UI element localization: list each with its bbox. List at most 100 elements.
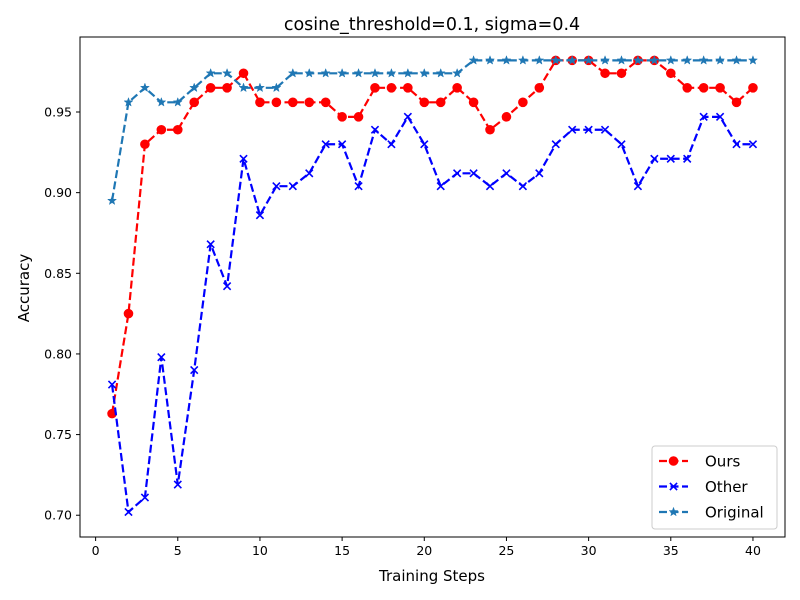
data-point (140, 493, 150, 502)
data-point (748, 140, 758, 149)
data-point (106, 195, 118, 206)
data-point (255, 211, 265, 220)
data-point (123, 96, 134, 107)
y-tick-label: 0.75 (44, 427, 72, 442)
data-point (189, 97, 200, 108)
x-axis-label: Training Steps (378, 567, 485, 585)
data-point (501, 55, 512, 65)
data-point (699, 112, 708, 122)
data-point (469, 169, 478, 178)
data-point (288, 97, 298, 108)
data-point (633, 182, 643, 191)
data-point (321, 140, 330, 149)
data-point (435, 97, 446, 108)
data-point (172, 124, 183, 135)
series-line (110, 114, 753, 515)
legend-marker (668, 456, 679, 466)
data-point (205, 83, 216, 93)
data-point (665, 55, 676, 65)
data-point (599, 55, 611, 65)
data-point (206, 240, 215, 249)
data-point (435, 67, 446, 78)
series-other (107, 112, 758, 517)
data-point (337, 140, 347, 149)
data-point (682, 83, 693, 93)
data-point (271, 82, 282, 93)
x-tick-label: 30 (581, 543, 597, 558)
data-point (190, 365, 199, 375)
data-point (320, 97, 331, 108)
legend-item-original: Original (659, 504, 764, 522)
x-tick-label: 25 (498, 543, 514, 558)
data-point (239, 154, 248, 163)
data-point (403, 112, 413, 122)
x-tick-label: 20 (416, 543, 432, 558)
data-point (205, 67, 216, 78)
data-point (337, 112, 347, 122)
data-point (649, 55, 660, 65)
data-point (535, 169, 544, 178)
data-point (632, 55, 643, 65)
data-point (156, 96, 167, 107)
data-point (682, 55, 693, 65)
data-point (271, 97, 282, 108)
data-point (157, 352, 166, 362)
data-point (304, 97, 315, 108)
data-point (468, 97, 479, 108)
data-point (747, 55, 759, 65)
data-point (600, 125, 610, 134)
data-point (238, 68, 249, 79)
data-point (485, 182, 495, 191)
data-point (402, 67, 413, 78)
data-point (452, 169, 462, 178)
data-point (665, 68, 676, 79)
data-point (369, 67, 381, 78)
legend-marker (668, 506, 679, 517)
legend-item-other: Other (659, 478, 748, 496)
data-point (436, 182, 445, 191)
series-layer (106, 55, 759, 517)
legend-label: Original (705, 504, 764, 522)
data-point (222, 83, 232, 93)
data-point (139, 82, 150, 93)
legend: Ours Other Original (651, 445, 778, 530)
data-point (304, 67, 315, 78)
data-point (189, 82, 200, 93)
data-point (683, 154, 692, 163)
data-point (518, 182, 528, 191)
data-point (255, 97, 265, 108)
chart-title: cosine_threshold=0.1, sigma=0.4 (284, 15, 580, 35)
data-point (403, 83, 413, 93)
data-point (173, 480, 182, 489)
data-point (715, 83, 725, 93)
data-point (140, 139, 150, 150)
data-point (517, 55, 528, 65)
data-point (222, 67, 233, 78)
x-tick-label: 5 (174, 543, 182, 558)
data-point (748, 83, 758, 93)
data-point (534, 55, 545, 65)
y-tick-label: 0.85 (44, 266, 72, 281)
data-point (534, 83, 545, 93)
legend-box (651, 445, 778, 530)
data-point (386, 83, 397, 93)
data-point (550, 55, 561, 65)
series-line (110, 59, 753, 201)
data-point (468, 55, 479, 65)
data-point (452, 83, 462, 93)
data-point (107, 380, 117, 389)
data-point (254, 82, 266, 93)
data-point (567, 55, 578, 65)
data-point (287, 67, 298, 78)
x-tick-label: 10 (252, 543, 268, 558)
data-point (518, 97, 528, 108)
data-point (568, 125, 577, 134)
data-point (584, 125, 593, 134)
data-point (502, 169, 511, 178)
data-point (715, 55, 726, 65)
legend-label: Other (705, 478, 748, 496)
data-point (600, 68, 610, 79)
data-point (715, 112, 725, 122)
legend-item-ours: Ours (659, 453, 740, 471)
